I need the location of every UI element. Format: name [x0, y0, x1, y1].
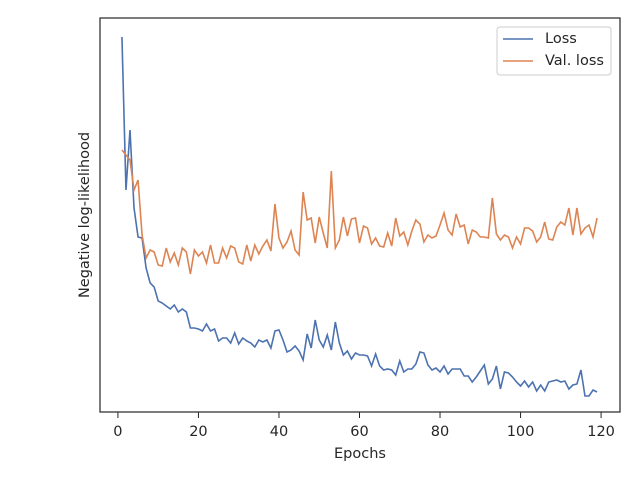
- x-tick-label: 20: [189, 424, 207, 440]
- y-axis-label: Negative log-likelihood: [77, 132, 93, 298]
- line: [121, 36, 598, 397]
- axes-frame: [99, 17, 621, 413]
- x-tick-label: 60: [350, 424, 368, 440]
- x-tick-label: 120: [587, 424, 615, 440]
- x-tick-label: 80: [431, 424, 449, 440]
- x-axis-label: Epochs: [334, 446, 386, 462]
- x-tick-label: 40: [270, 424, 288, 440]
- x-tick-label: 100: [507, 424, 535, 440]
- legend-label: Val. loss: [545, 53, 604, 69]
- x-tick-label: 0: [113, 424, 122, 440]
- line: [121, 149, 598, 275]
- legend-label: Loss: [545, 31, 577, 47]
